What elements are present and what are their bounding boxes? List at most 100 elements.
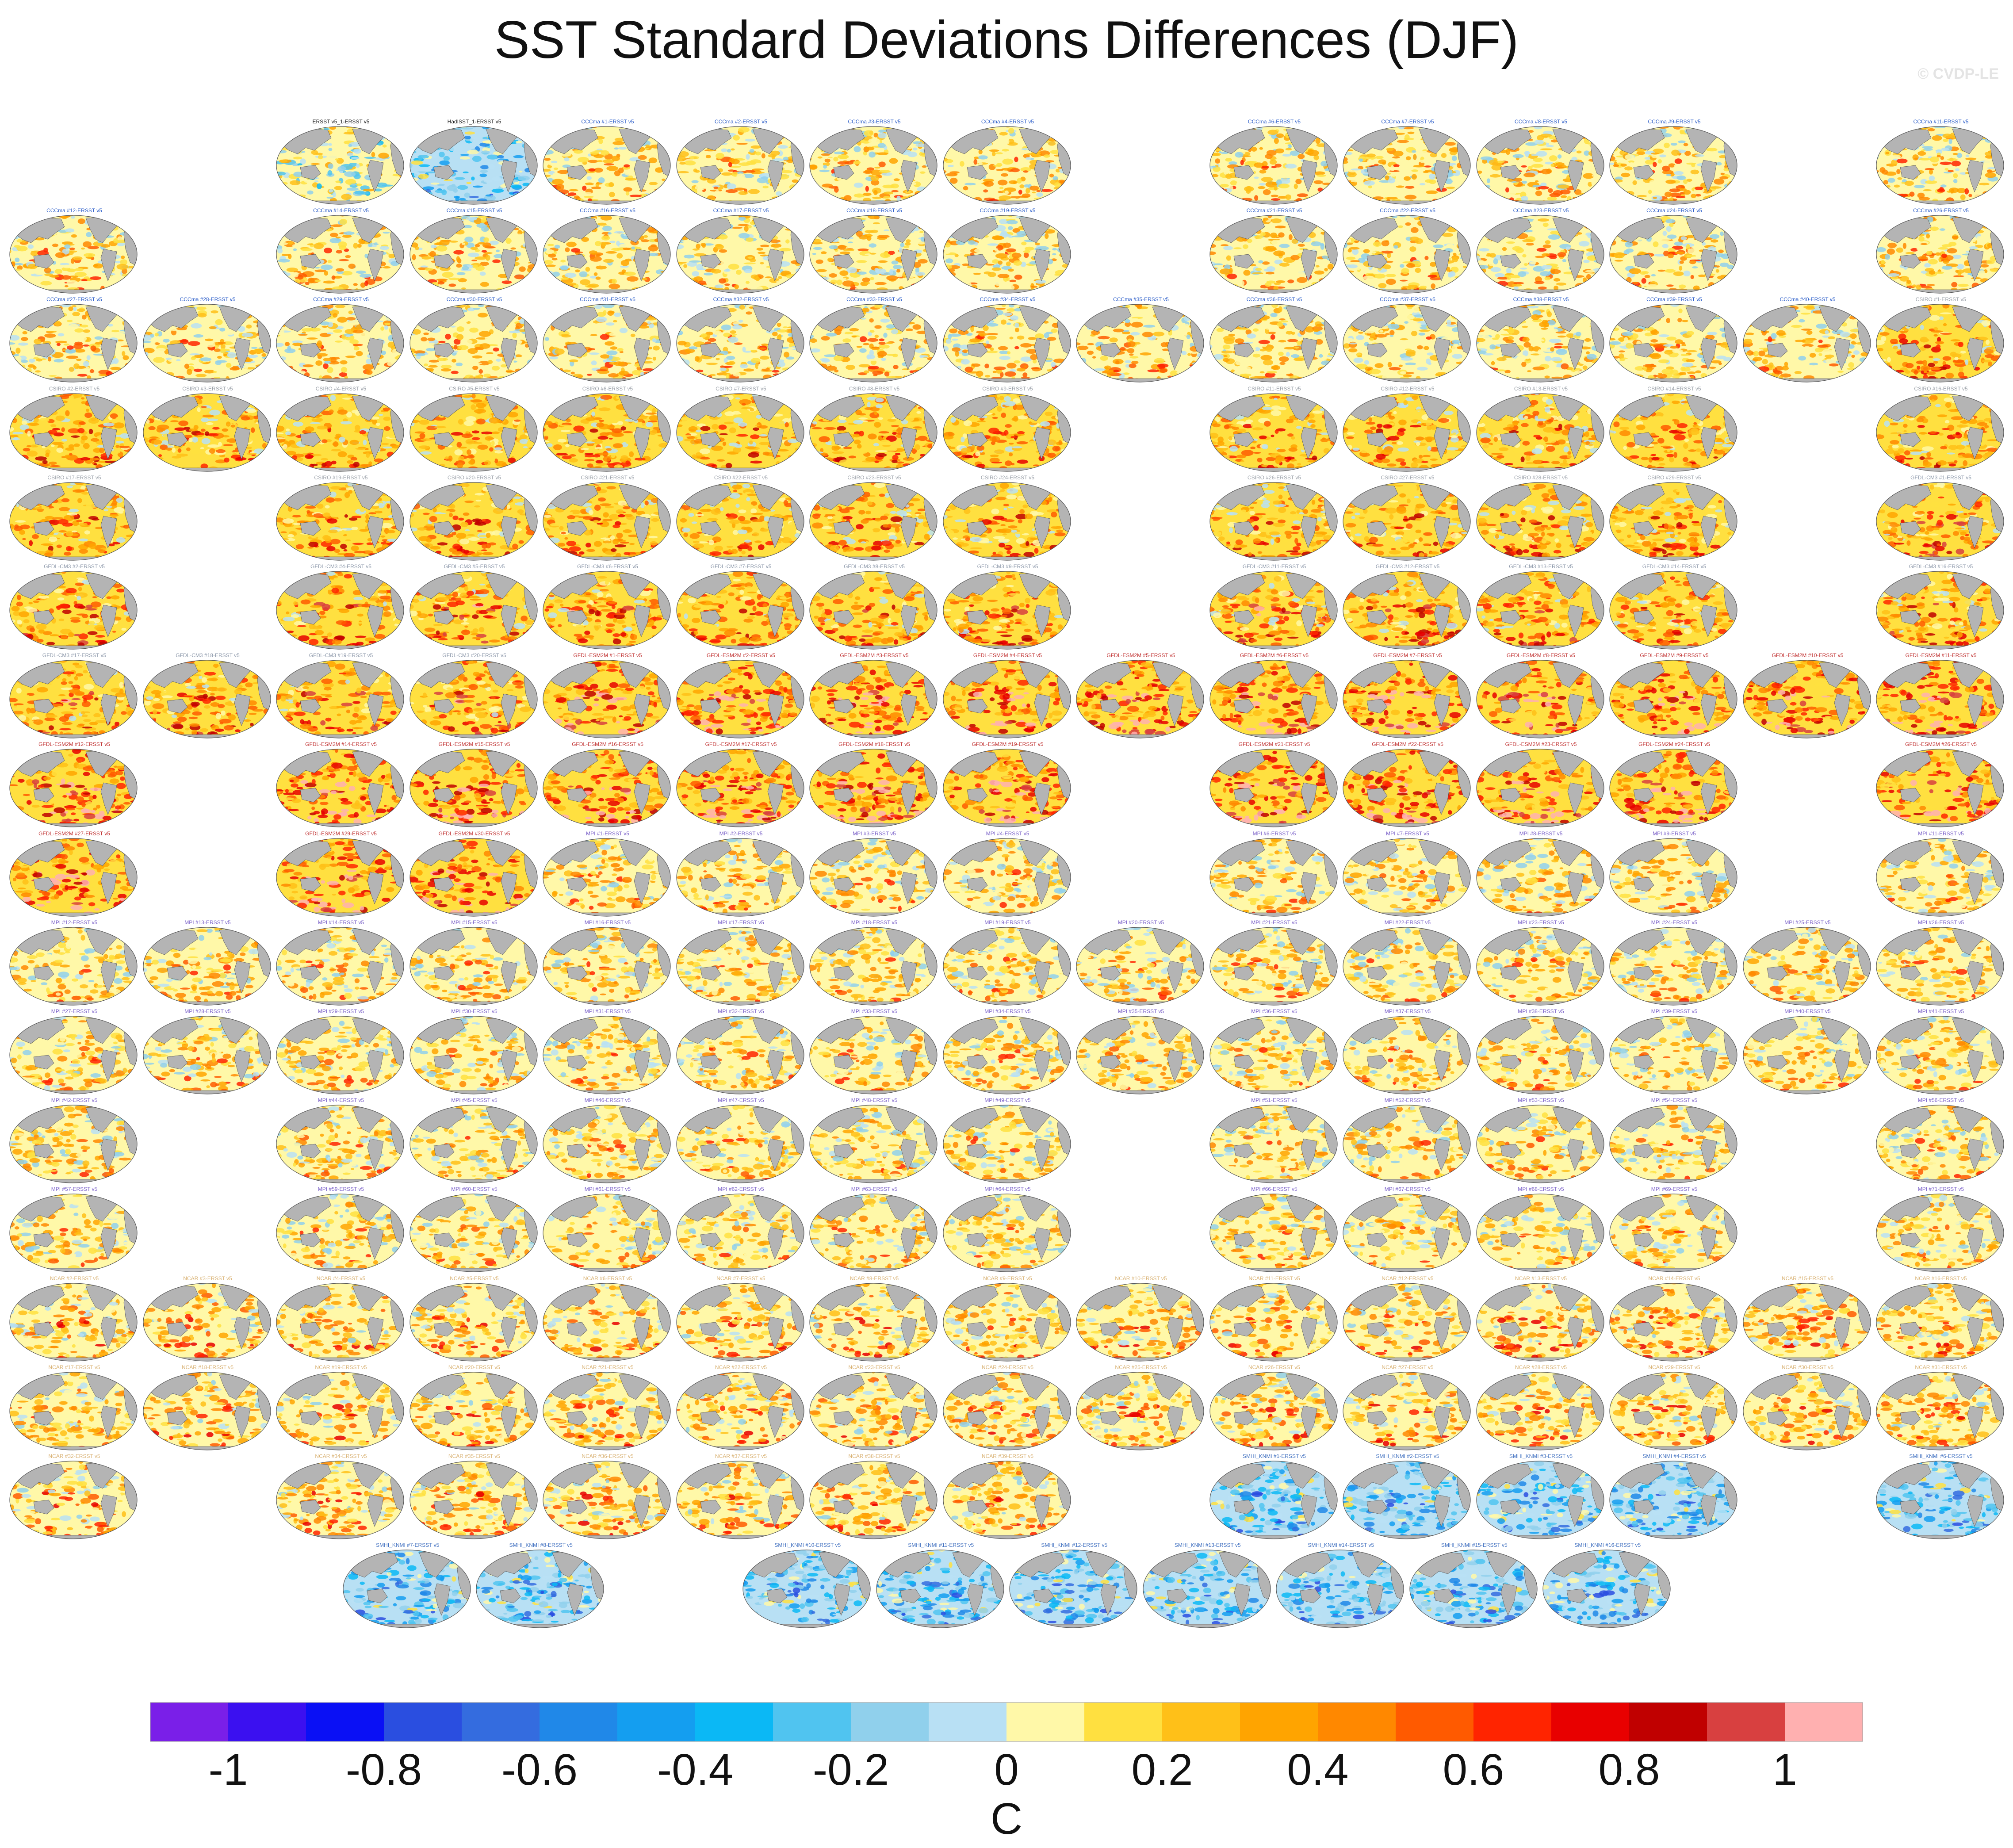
anomaly-patch	[1595, 222, 1604, 227]
anomaly-patch	[559, 134, 563, 137]
anomaly-patch	[1407, 131, 1415, 134]
anomaly-patch	[842, 280, 854, 287]
anomaly-patch	[823, 165, 827, 169]
anomaly-patch	[1596, 270, 1604, 275]
anomaly-patch	[1478, 126, 1490, 127]
anomaly-patch	[734, 187, 745, 191]
anomaly-patch	[611, 156, 620, 161]
anomaly-patch	[1042, 215, 1048, 220]
antarctica-landmass	[276, 200, 404, 204]
anomaly-patch	[653, 136, 664, 139]
anomaly-patch	[1385, 279, 1396, 285]
anomaly-patch	[974, 191, 981, 194]
anomaly-patch	[565, 294, 572, 295]
anomaly-patch	[455, 196, 459, 202]
anomaly-patch	[1980, 128, 1988, 131]
anomaly-patch	[1271, 195, 1278, 197]
south-america-landmass	[100, 249, 117, 281]
anomaly-patch	[624, 164, 630, 168]
anomaly-patch	[1463, 145, 1470, 148]
anomaly-patch	[1430, 153, 1438, 157]
anomaly-patch	[1352, 249, 1359, 255]
anomaly-patch	[1666, 226, 1672, 232]
anomaly-patch	[1620, 163, 1627, 167]
anomaly-patch	[354, 190, 365, 195]
anomaly-patch	[1410, 227, 1419, 233]
anomaly-patch	[276, 226, 285, 229]
anomaly-patch	[1391, 172, 1397, 177]
anomaly-patch	[326, 196, 334, 199]
anomaly-patch	[1346, 256, 1356, 260]
anomaly-patch	[636, 215, 642, 220]
anomaly-patch	[751, 168, 764, 171]
anomaly-patch	[28, 292, 35, 294]
anomaly-patch	[1261, 165, 1269, 168]
anomaly-patch	[546, 264, 556, 267]
anomaly-patch	[1583, 260, 1590, 263]
anomaly-patch	[1364, 218, 1373, 221]
anomaly-patch	[921, 199, 927, 201]
anomaly-patch	[826, 215, 838, 220]
anomaly-patch	[1460, 279, 1468, 283]
anomaly-patch	[85, 292, 96, 294]
anomaly-patch	[1250, 285, 1262, 287]
anomaly-patch	[61, 215, 68, 219]
anomaly-patch	[616, 253, 623, 259]
anomaly-patch	[375, 215, 387, 217]
anomaly-patch	[579, 126, 589, 128]
anomaly-patch	[1622, 291, 1633, 294]
anomaly-patch	[276, 172, 286, 176]
anomaly-patch	[281, 279, 290, 284]
anomaly-patch	[638, 128, 647, 131]
anomaly-patch	[1641, 278, 1646, 284]
anomaly-patch	[279, 159, 288, 163]
anomaly-patch	[994, 281, 1003, 286]
anomaly-patch	[623, 187, 632, 192]
anomaly-patch	[1944, 154, 1949, 157]
anomaly-patch	[725, 189, 738, 193]
anomaly-patch	[448, 277, 460, 280]
anomaly-patch	[276, 283, 279, 286]
anomaly-patch	[590, 256, 602, 262]
anomaly-patch	[75, 268, 84, 272]
anomaly-patch	[1476, 132, 1481, 137]
anomaly-patch	[1537, 215, 1543, 218]
anomaly-patch	[1343, 233, 1346, 238]
anomaly-patch	[1944, 168, 1949, 171]
anomaly-patch	[1883, 290, 1894, 294]
anomaly-patch	[1562, 259, 1566, 263]
anomaly-patch	[525, 200, 531, 204]
anomaly-patch	[1953, 173, 1958, 178]
anomaly-patch	[968, 240, 976, 245]
anomaly-patch	[566, 128, 573, 132]
anomaly-patch	[1002, 149, 1009, 152]
anomaly-patch	[1968, 194, 1972, 197]
anomaly-patch	[1664, 191, 1672, 197]
anomaly-patch	[890, 203, 902, 204]
anomaly-patch	[624, 272, 636, 276]
anomaly-patch	[1029, 185, 1039, 191]
antarctica-landmass	[1343, 289, 1470, 294]
anomaly-patch	[1721, 218, 1727, 223]
anomaly-patch	[1932, 135, 1942, 141]
anomaly-patch	[1547, 188, 1553, 193]
anomaly-patch	[645, 144, 650, 147]
anomaly-patch	[676, 140, 685, 145]
anomaly-patch	[460, 127, 473, 130]
anomaly-patch	[899, 286, 904, 290]
panel-map	[1343, 126, 1471, 205]
anomaly-patch	[1273, 185, 1278, 191]
south-america-landmass	[634, 249, 651, 281]
anomaly-patch	[1440, 215, 1445, 216]
anomaly-patch	[1572, 201, 1583, 204]
anomaly-patch	[389, 194, 398, 200]
south-america-landmass	[1700, 160, 1717, 192]
anomaly-patch	[2002, 182, 2004, 187]
anomaly-patch	[1952, 235, 1959, 239]
anomaly-patch	[596, 265, 607, 270]
anomaly-patch	[1667, 253, 1674, 259]
map-panel: ERSST v5_1-ERSST v5	[275, 119, 407, 207]
anomaly-patch	[463, 171, 469, 173]
anomaly-patch	[1321, 134, 1325, 139]
anomaly-patch	[943, 230, 947, 234]
